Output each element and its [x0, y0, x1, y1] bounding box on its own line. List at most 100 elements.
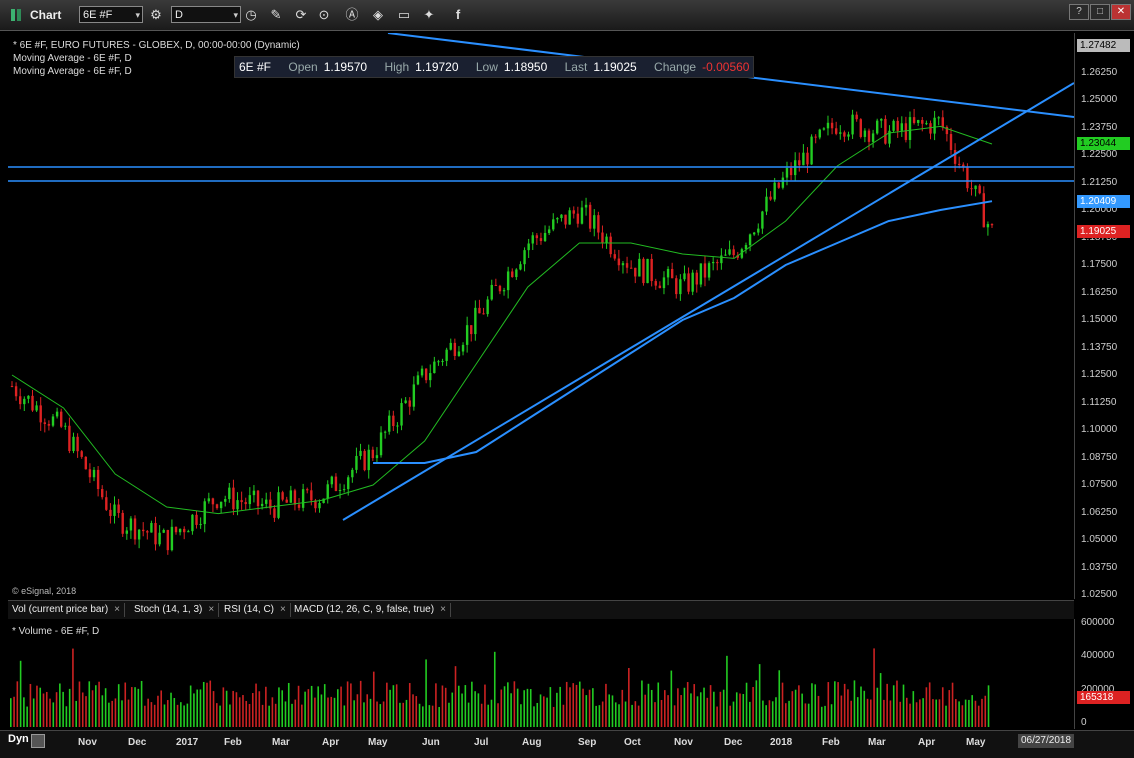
price-y-axis[interactable]: 1.26250 1.25000 1.23750 1.22500 1.21250 1.200… — [1075, 33, 1134, 600]
volume-bar — [572, 683, 575, 727]
help-button[interactable]: ? — [1069, 4, 1089, 20]
volume-bar — [307, 689, 310, 727]
volume-bar — [229, 704, 231, 727]
candle-body — [593, 215, 596, 229]
candle-body — [765, 196, 768, 212]
volume-bar — [628, 667, 630, 727]
candle-body — [736, 255, 739, 258]
twitter-icon[interactable]: ✦ — [423, 7, 435, 22]
volume-bar — [193, 693, 195, 727]
candle-body — [933, 117, 936, 134]
candle-body — [396, 425, 399, 427]
volume-bar — [170, 692, 172, 727]
candle-body — [334, 476, 338, 491]
volume-bar — [781, 682, 784, 727]
candle-body — [658, 285, 662, 289]
candle-body — [51, 416, 55, 426]
candle-body — [383, 431, 387, 433]
chevron-down-icon[interactable]: ▾ — [135, 10, 140, 20]
facebook-icon[interactable]: f — [455, 7, 461, 22]
candle-body — [314, 500, 317, 509]
volume-bar — [395, 684, 398, 727]
candle-body — [318, 502, 321, 509]
change-value: -0.00560 — [702, 60, 750, 74]
tab-rsi[interactable]: RSI (14, C) × — [220, 603, 291, 617]
candle-body — [449, 342, 452, 350]
draw-icon[interactable]: ◈ — [373, 7, 383, 22]
tab-macd[interactable]: MACD (12, 26, C, 9, false, true) × — [290, 603, 451, 617]
symbol-input[interactable]: 6E #F ▾ — [79, 6, 143, 23]
interval-input[interactable]: D ▾ — [171, 6, 241, 23]
settings-icon[interactable]: ⚙ — [150, 7, 162, 22]
legend-line-1: * 6E #F, EURO FUTURES - GLOBEX, D, 00:00… — [13, 40, 300, 51]
volume-bar — [330, 696, 333, 727]
y-tick-label: 1.13750 — [1081, 341, 1118, 353]
play-icon[interactable]: ⊙ — [318, 7, 330, 22]
volume-bar — [75, 700, 77, 727]
pencil-icon[interactable]: ✎ — [270, 7, 282, 22]
candle-body — [724, 254, 727, 256]
volume-bar — [72, 648, 74, 727]
candle-body — [88, 469, 92, 478]
volume-bar — [870, 699, 872, 727]
x-month-label: May — [966, 737, 986, 748]
candle-body — [625, 263, 629, 268]
volume-bar — [811, 683, 813, 727]
volume-bar — [722, 689, 725, 727]
maximize-button[interactable]: □ — [1090, 4, 1110, 20]
candle-body — [962, 164, 965, 168]
candle-body — [732, 249, 735, 256]
volume-bar — [130, 687, 133, 727]
candle-body — [162, 529, 165, 533]
volume-bar — [644, 694, 646, 727]
candle-body — [252, 490, 256, 496]
candle-body — [929, 123, 932, 134]
chevron-down-icon[interactable]: ▾ — [233, 10, 238, 20]
tab-volume[interactable]: Vol (current price bar) × — [8, 603, 125, 617]
candle-body — [293, 490, 297, 505]
volume-bar — [843, 683, 846, 727]
volume-bar — [189, 685, 192, 727]
volume-bar — [801, 693, 803, 727]
candle-body — [392, 415, 395, 427]
volume-bar — [10, 698, 12, 727]
candle-body — [39, 405, 42, 423]
y-tick-label: 1.11250 — [1081, 396, 1117, 408]
refresh-icon[interactable]: ⟳ — [295, 7, 307, 22]
close-button[interactable]: ✕ — [1111, 4, 1131, 20]
candle-body — [654, 281, 657, 286]
chat-icon[interactable]: ▭ — [397, 7, 411, 22]
candle-body — [470, 325, 473, 335]
candle-body — [367, 449, 370, 471]
candle-body — [757, 228, 760, 233]
volume-bar — [827, 682, 830, 727]
candle-body — [244, 502, 247, 505]
volume-bar — [575, 684, 578, 727]
volume-bar — [216, 703, 218, 727]
volume-bar — [771, 701, 774, 727]
tab-stoch[interactable]: Stoch (14, 1, 3) × — [130, 603, 220, 617]
candle-body — [560, 214, 563, 219]
alert-icon[interactable]: Ⓐ — [345, 7, 359, 22]
candle-body — [322, 498, 325, 503]
volume-plot[interactable]: * Volume - 6E #F, D — [8, 619, 1075, 729]
volume-bar — [474, 691, 476, 727]
candle-body — [781, 177, 785, 188]
candle-body — [224, 499, 227, 502]
volume-bar — [435, 683, 437, 727]
candle-body — [269, 499, 272, 509]
candle-body — [527, 243, 530, 251]
candle-body — [789, 167, 793, 176]
price-plot[interactable] — [8, 32, 1075, 599]
time-x-axis[interactable]: Dyn 06/27/2018 Nov Dec 2017 Feb Mar Apr May Jun… — [0, 730, 1134, 758]
candle-body — [92, 469, 96, 478]
volume-bar — [425, 659, 427, 727]
candle-body — [830, 122, 834, 129]
clock-icon[interactable]: ◷ — [245, 7, 257, 22]
legend-line-2: Moving Average - 6E #F, D — [13, 53, 132, 64]
volume-bar — [543, 696, 545, 727]
title-bar: Chart 6E #F ▾ ⚙ D ▾ ◷ ✎ ⟳ ⊙ Ⓐ ◈ ▭ ✦ f ? □ … — [0, 0, 1134, 31]
volume-bar — [500, 689, 503, 727]
dyn-label[interactable]: Dyn — [8, 733, 29, 745]
calendar-icon[interactable] — [31, 734, 45, 748]
